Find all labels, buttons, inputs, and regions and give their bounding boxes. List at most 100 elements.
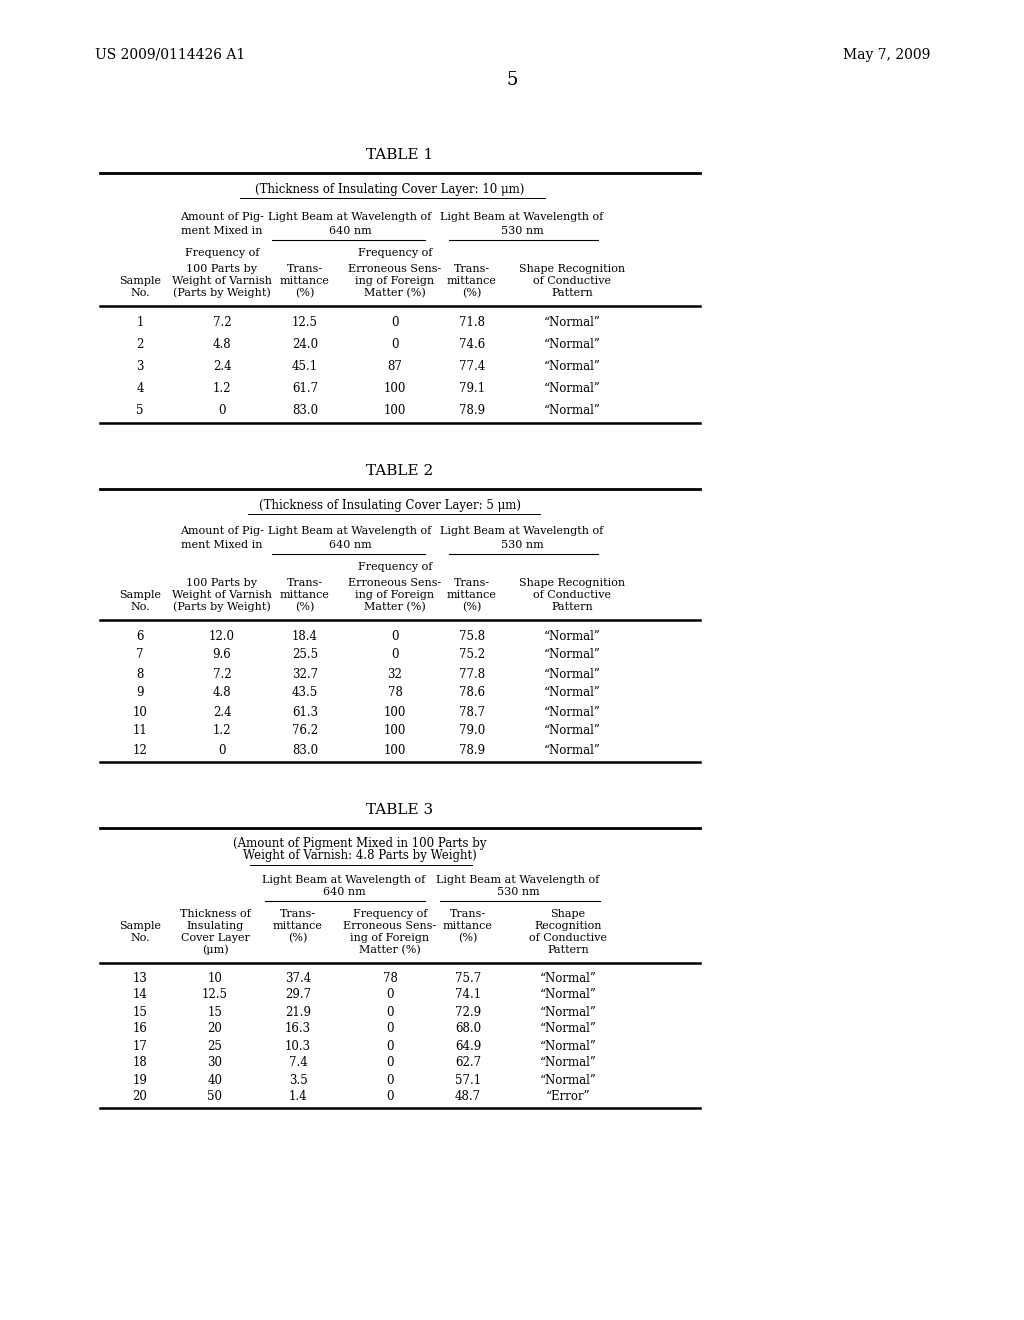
Text: “Normal”: “Normal” [540, 972, 596, 985]
Text: TABLE 2: TABLE 2 [367, 465, 433, 478]
Text: 19: 19 [132, 1073, 147, 1086]
Text: (Parts by Weight): (Parts by Weight) [173, 288, 271, 298]
Text: No.: No. [130, 602, 150, 612]
Text: “Normal”: “Normal” [544, 648, 600, 661]
Text: 3: 3 [136, 359, 143, 372]
Text: 71.8: 71.8 [459, 315, 485, 329]
Text: 7.2: 7.2 [213, 315, 231, 329]
Text: 100: 100 [384, 725, 407, 738]
Text: 37.4: 37.4 [285, 972, 311, 985]
Text: “Normal”: “Normal” [540, 1056, 596, 1069]
Text: 87: 87 [387, 359, 402, 372]
Text: (%): (%) [295, 288, 314, 298]
Text: 45.1: 45.1 [292, 359, 318, 372]
Text: 77.4: 77.4 [459, 359, 485, 372]
Text: “Normal”: “Normal” [544, 686, 600, 700]
Text: Sample: Sample [119, 921, 161, 931]
Text: 83.0: 83.0 [292, 743, 318, 756]
Text: “Normal”: “Normal” [544, 404, 600, 417]
Text: 21.9: 21.9 [285, 1006, 311, 1019]
Text: Frequency of: Frequency of [184, 248, 259, 257]
Text: 61.7: 61.7 [292, 381, 318, 395]
Text: ment Mixed in: ment Mixed in [181, 540, 263, 550]
Text: 10: 10 [132, 705, 147, 718]
Text: 83.0: 83.0 [292, 404, 318, 417]
Text: 25: 25 [208, 1040, 222, 1052]
Text: No.: No. [130, 288, 150, 298]
Text: of Conductive: of Conductive [529, 933, 607, 942]
Text: ing of Foreign: ing of Foreign [355, 276, 434, 286]
Text: 5: 5 [136, 404, 143, 417]
Text: of Conductive: of Conductive [534, 590, 611, 601]
Text: 16.3: 16.3 [285, 1023, 311, 1035]
Text: 24.0: 24.0 [292, 338, 318, 351]
Text: 0: 0 [218, 404, 225, 417]
Text: mittance: mittance [280, 276, 330, 286]
Text: 25.5: 25.5 [292, 648, 318, 661]
Text: of Conductive: of Conductive [534, 276, 611, 286]
Text: Trans-: Trans- [450, 909, 486, 919]
Text: 15: 15 [208, 1006, 222, 1019]
Text: Pattern: Pattern [551, 602, 593, 612]
Text: No.: No. [130, 933, 150, 942]
Text: 40: 40 [208, 1073, 222, 1086]
Text: 57.1: 57.1 [455, 1073, 481, 1086]
Text: Trans-: Trans- [287, 264, 323, 275]
Text: 1.2: 1.2 [213, 725, 231, 738]
Text: 78.9: 78.9 [459, 404, 485, 417]
Text: (Parts by Weight): (Parts by Weight) [173, 602, 271, 612]
Text: Thickness of: Thickness of [179, 909, 251, 919]
Text: Weight of Varnish: Weight of Varnish [172, 590, 272, 601]
Text: ing of Foreign: ing of Foreign [355, 590, 434, 601]
Text: (μm): (μm) [202, 945, 228, 956]
Text: “Normal”: “Normal” [544, 705, 600, 718]
Text: 0: 0 [391, 648, 398, 661]
Text: “Normal”: “Normal” [544, 338, 600, 351]
Text: 0: 0 [386, 1056, 394, 1069]
Text: 7: 7 [136, 648, 143, 661]
Text: 100 Parts by: 100 Parts by [186, 578, 257, 587]
Text: 0: 0 [391, 630, 398, 643]
Text: 640 nm: 640 nm [329, 540, 372, 550]
Text: 0: 0 [386, 1023, 394, 1035]
Text: Erroneous Sens-: Erroneous Sens- [348, 578, 441, 587]
Text: Frequency of: Frequency of [357, 248, 432, 257]
Text: 530 nm: 530 nm [501, 226, 544, 236]
Text: 0: 0 [218, 743, 225, 756]
Text: 0: 0 [386, 989, 394, 1002]
Text: Sample: Sample [119, 276, 161, 286]
Text: (%): (%) [295, 602, 314, 612]
Text: 5: 5 [506, 71, 518, 88]
Text: ment Mixed in: ment Mixed in [181, 226, 263, 236]
Text: 100: 100 [384, 404, 407, 417]
Text: 79.0: 79.0 [459, 725, 485, 738]
Text: 50: 50 [208, 1090, 222, 1104]
Text: 20: 20 [208, 1023, 222, 1035]
Text: mittance: mittance [443, 921, 493, 931]
Text: Light Beam at Wavelength of: Light Beam at Wavelength of [436, 875, 600, 884]
Text: “Normal”: “Normal” [544, 725, 600, 738]
Text: Weight of Varnish: Weight of Varnish [172, 276, 272, 286]
Text: Erroneous Sens-: Erroneous Sens- [343, 921, 436, 931]
Text: (Thickness of Insulating Cover Layer: 5 μm): (Thickness of Insulating Cover Layer: 5 … [259, 499, 521, 511]
Text: 43.5: 43.5 [292, 686, 318, 700]
Text: 64.9: 64.9 [455, 1040, 481, 1052]
Text: Weight of Varnish: 4.8 Parts by Weight): Weight of Varnish: 4.8 Parts by Weight) [243, 850, 477, 862]
Text: TABLE 3: TABLE 3 [367, 803, 433, 817]
Text: “Normal”: “Normal” [540, 1073, 596, 1086]
Text: “Normal”: “Normal” [544, 359, 600, 372]
Text: 10.3: 10.3 [285, 1040, 311, 1052]
Text: 1.2: 1.2 [213, 381, 231, 395]
Text: 74.6: 74.6 [459, 338, 485, 351]
Text: 14: 14 [132, 989, 147, 1002]
Text: 79.1: 79.1 [459, 381, 485, 395]
Text: Shape Recognition: Shape Recognition [519, 264, 625, 275]
Text: Light Beam at Wavelength of: Light Beam at Wavelength of [268, 525, 432, 536]
Text: 75.7: 75.7 [455, 972, 481, 985]
Text: 12.5: 12.5 [202, 989, 228, 1002]
Text: Trans-: Trans- [454, 578, 490, 587]
Text: 77.8: 77.8 [459, 668, 485, 681]
Text: 0: 0 [386, 1006, 394, 1019]
Text: 9.6: 9.6 [213, 648, 231, 661]
Text: 68.0: 68.0 [455, 1023, 481, 1035]
